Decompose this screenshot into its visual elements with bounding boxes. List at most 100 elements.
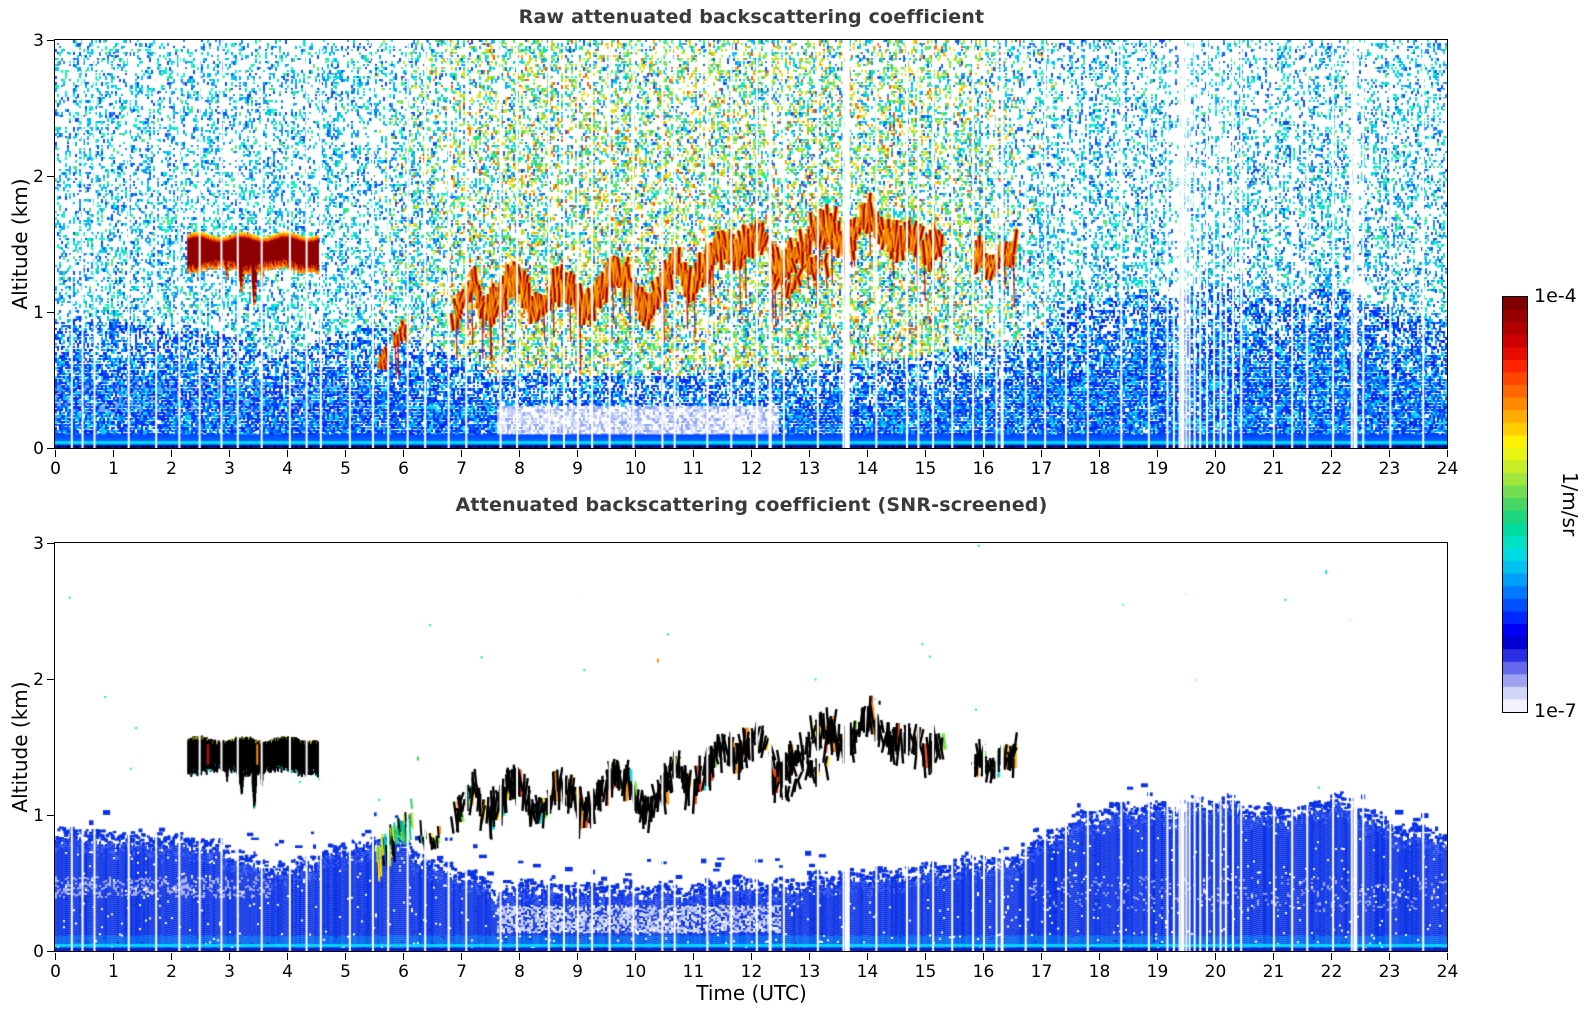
x-tick-mark (1330, 953, 1333, 960)
x-tick-label: 9 (572, 961, 583, 982)
y-tick-label: 2 (33, 166, 44, 187)
x-tick-mark (402, 450, 405, 457)
x-tick-mark (692, 953, 695, 960)
x-tick-label: 17 (1030, 458, 1053, 479)
x-tick-mark (402, 953, 405, 960)
x-tick-mark (1156, 450, 1159, 457)
x-tick-label: 12 (740, 961, 763, 982)
x-tick-label: 20 (1204, 458, 1227, 479)
x-tick-mark (1272, 450, 1275, 457)
x-tick-label: 10 (624, 961, 647, 982)
x-axis-label: Time (UTC) (696, 981, 807, 1005)
x-tick-label: 7 (456, 961, 467, 982)
x-tick-label: 0 (50, 458, 61, 479)
x-tick-mark (518, 953, 521, 960)
x-tick-mark (1156, 953, 1159, 960)
x-tick-mark (1214, 450, 1217, 457)
x-tick-label: 11 (682, 961, 705, 982)
x-tick-label: 15 (914, 961, 937, 982)
panel-b-heatmap-canvas (55, 543, 1447, 951)
x-tick-label: 14 (856, 458, 879, 479)
x-tick-mark (112, 450, 115, 457)
x-tick-mark (170, 450, 173, 457)
x-tick-label: 6 (398, 458, 409, 479)
x-tick-mark (1040, 953, 1043, 960)
y-tick-label: 0 (33, 941, 44, 962)
x-tick-label: 21 (1262, 961, 1285, 982)
x-tick-mark (54, 450, 57, 457)
x-tick-label: 11 (682, 458, 705, 479)
x-tick-label: 24 (1436, 961, 1459, 982)
x-tick-label: 20 (1204, 961, 1227, 982)
y-tick-label: 0 (33, 438, 44, 459)
x-tick-mark (1098, 450, 1101, 457)
x-tick-mark (1446, 953, 1449, 960)
x-tick-label: 2 (166, 961, 177, 982)
x-tick-label: 0 (50, 961, 61, 982)
x-tick-mark (1098, 953, 1101, 960)
y-tick-label: 2 (33, 669, 44, 690)
y-tick-label: 3 (33, 533, 44, 554)
panel-a-title: Raw attenuated backscattering coefficien… (518, 6, 985, 28)
x-tick-mark (460, 450, 463, 457)
y-tick-mark (47, 678, 54, 681)
y-tick-label: 3 (33, 30, 44, 51)
x-tick-label: 14 (856, 961, 879, 982)
x-tick-label: 22 (1320, 458, 1343, 479)
x-tick-mark (924, 953, 927, 960)
y-tick-mark (47, 175, 54, 178)
x-tick-label: 13 (798, 458, 821, 479)
x-tick-label: 10 (624, 458, 647, 479)
y-tick-mark (47, 950, 54, 953)
x-tick-label: 18 (1088, 458, 1111, 479)
x-tick-label: 17 (1030, 961, 1053, 982)
x-tick-mark (1330, 450, 1333, 457)
x-tick-label: 8 (514, 961, 525, 982)
x-tick-label: 23 (1378, 961, 1401, 982)
x-tick-label: 21 (1262, 458, 1285, 479)
x-tick-mark (576, 953, 579, 960)
x-tick-mark (750, 953, 753, 960)
panel-b-plot-area (54, 542, 1448, 952)
x-tick-mark (692, 450, 695, 457)
x-tick-label: 15 (914, 458, 937, 479)
x-tick-label: 5 (340, 458, 351, 479)
x-tick-mark (982, 953, 985, 960)
x-tick-label: 12 (740, 458, 763, 479)
x-tick-mark (924, 450, 927, 457)
y-tick-mark (47, 542, 54, 545)
x-tick-mark (576, 450, 579, 457)
panel-a-y-axis-label: Altitude (km) (8, 178, 32, 310)
x-tick-mark (518, 450, 521, 457)
y-tick-label: 1 (33, 302, 44, 323)
x-tick-mark (1214, 953, 1217, 960)
x-tick-mark (1388, 450, 1391, 457)
x-tick-label: 1 (108, 961, 119, 982)
panel-b-y-axis-label: Altitude (km) (8, 681, 32, 813)
colorbar-gradient-canvas (1503, 297, 1527, 712)
x-tick-mark (460, 953, 463, 960)
x-tick-mark (170, 953, 173, 960)
x-tick-label: 1 (108, 458, 119, 479)
x-tick-mark (286, 953, 289, 960)
x-tick-label: 8 (514, 458, 525, 479)
colorbar-min-label: 1e-7 (1534, 700, 1577, 722)
x-tick-mark (344, 450, 347, 457)
x-tick-mark (228, 953, 231, 960)
colorbar-max-label: 1e-4 (1534, 285, 1577, 307)
x-tick-mark (866, 450, 869, 457)
x-tick-label: 9 (572, 458, 583, 479)
x-tick-mark (982, 450, 985, 457)
y-tick-mark (47, 311, 54, 314)
x-tick-label: 5 (340, 961, 351, 982)
x-tick-label: 19 (1146, 961, 1169, 982)
panel-a-heatmap-canvas (55, 40, 1447, 448)
x-tick-mark (344, 953, 347, 960)
x-tick-mark (1446, 450, 1449, 457)
colorbar-unit-label: 1/m/sr (1558, 471, 1582, 537)
x-tick-mark (750, 450, 753, 457)
x-tick-mark (808, 450, 811, 457)
x-tick-label: 19 (1146, 458, 1169, 479)
x-tick-label: 18 (1088, 961, 1111, 982)
